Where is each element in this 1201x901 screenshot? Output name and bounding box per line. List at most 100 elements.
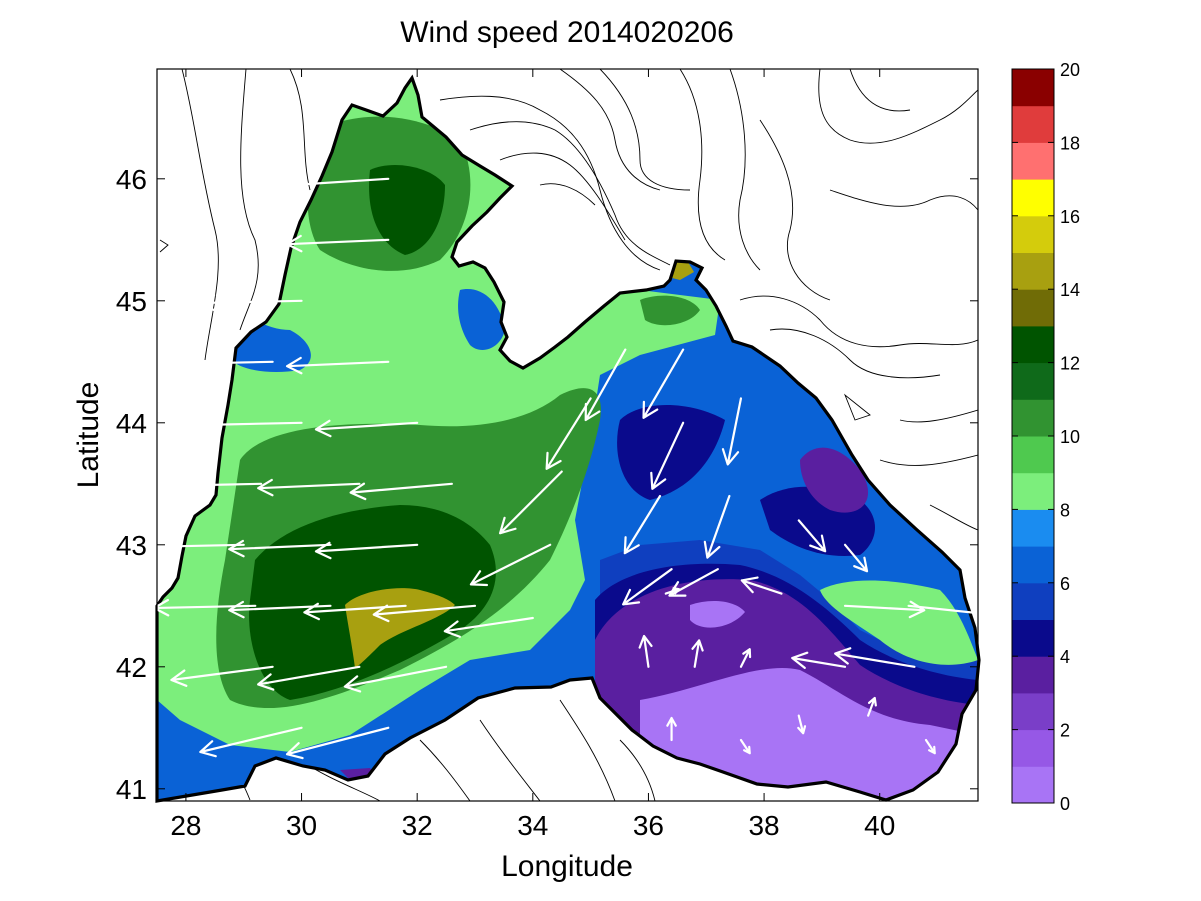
- wind-arrow: [834, 647, 916, 668]
- colorbar-tick-label: 12: [1060, 354, 1080, 374]
- wind-arrow: [199, 726, 303, 758]
- wind-arrow: [343, 665, 448, 693]
- wind-arrow: [469, 543, 552, 587]
- region-purple-northeast: [800, 447, 869, 513]
- region-peak-kerch: [672, 262, 694, 280]
- wind-arrow: [372, 604, 477, 623]
- y-axis-label: Latitude: [72, 382, 105, 489]
- wind-arrow: [170, 354, 274, 373]
- wind-arrow: [499, 470, 563, 535]
- wind-arrow: [157, 538, 245, 556]
- wind-arrow: [721, 397, 743, 466]
- wind-arrow: [867, 696, 877, 717]
- x-tick-label: 34: [517, 810, 548, 841]
- wind-arrow: [797, 714, 807, 735]
- colorbar-band: [1012, 766, 1054, 804]
- wind-arrow: [664, 587, 681, 595]
- y-tick-label: 43: [116, 530, 147, 561]
- colorbar-band: [1012, 729, 1054, 767]
- wind-arrow: [443, 616, 534, 638]
- wind-arrow: [650, 421, 685, 490]
- region-light-green-east: [820, 580, 978, 665]
- wind-arrow: [791, 651, 847, 669]
- wind-arrow: [170, 665, 274, 687]
- wind-arrow: [622, 568, 673, 606]
- wind-arrow: [642, 348, 685, 419]
- colorbar-band: [1012, 509, 1054, 547]
- colorbar-tick-label: 4: [1060, 647, 1070, 667]
- x-tick-label: 40: [864, 810, 895, 841]
- colorbar-band: [1012, 252, 1054, 290]
- colorbar: 0 2 4 6 8 10 12 14 16 18 20: [1011, 60, 1080, 814]
- wind-arrow: [303, 602, 407, 621]
- wind-vector-field: [157, 175, 978, 760]
- wind-arrow: [545, 397, 592, 470]
- wind-arrow: [157, 598, 257, 617]
- colorbar-tick-label: 6: [1060, 574, 1070, 594]
- y-tick-label: 46: [116, 164, 147, 195]
- wind-arrow: [285, 175, 390, 194]
- colorbar-band: [1012, 656, 1054, 694]
- colorbar-tick-label: 14: [1060, 280, 1080, 300]
- region-mid-green-kerch: [640, 295, 700, 326]
- region-dark-green-north: [369, 165, 445, 255]
- plot-frame: [156, 68, 979, 802]
- colorbar-band: [1012, 179, 1054, 217]
- chart-title: Wind speed 2014020206: [400, 16, 734, 49]
- wind-arrow: [199, 415, 303, 434]
- wind-arrow: [739, 648, 752, 668]
- region-lavender: [640, 667, 978, 801]
- colorbar-band: [1012, 399, 1054, 437]
- land-contour-lines: [157, 69, 978, 801]
- colorbar-band: [1012, 289, 1054, 327]
- colorbar-band: [1012, 142, 1054, 180]
- colorbar-band: [1012, 325, 1054, 364]
- wind-arrow: [843, 543, 869, 573]
- y-tick-label: 44: [116, 408, 147, 439]
- wind-arrow: [843, 600, 926, 619]
- wind-arrow: [907, 604, 978, 622]
- y-tick-label: 42: [116, 652, 147, 683]
- wind-arrow: [691, 639, 704, 668]
- x-tick-label: 38: [748, 810, 779, 841]
- colorbar-tick-label: 16: [1060, 207, 1080, 227]
- wind-arrow: [703, 494, 731, 559]
- colorbar-band: [1012, 105, 1054, 143]
- colorbar-tick-label: 18: [1060, 133, 1080, 153]
- wind-arrow: [158, 476, 263, 495]
- wind-arrow: [257, 478, 361, 497]
- colorbar-tick-label: 20: [1060, 60, 1080, 80]
- wind-arrow: [797, 519, 827, 553]
- wind-arrow: [584, 348, 627, 422]
- wind-arrow: [349, 482, 453, 501]
- wind-arrow: [314, 419, 419, 438]
- x-axis-label: Longitude: [501, 850, 633, 883]
- colorbar-band: [1012, 582, 1054, 620]
- colorbar-band: [1012, 692, 1054, 731]
- wind-arrow: [623, 494, 662, 555]
- wind-arrow: [314, 541, 419, 560]
- colorbar-band: [1012, 215, 1054, 253]
- colorbar-tick-label: 10: [1060, 427, 1080, 447]
- colorbar-band: [1012, 546, 1054, 584]
- region-navy-upper: [617, 405, 725, 500]
- colorbar-band: [1012, 362, 1054, 400]
- wind-arrow: [285, 726, 390, 760]
- wind-arrow: [638, 634, 653, 668]
- y-axis: 41 42 43 44 45 46: [116, 164, 978, 805]
- x-tick-label: 32: [402, 810, 433, 841]
- y-tick-label: 45: [116, 286, 147, 317]
- wind-arrow: [924, 738, 936, 755]
- y-tick-label: 41: [116, 774, 147, 805]
- x-tick-label: 28: [170, 810, 201, 841]
- wind-arrow: [285, 356, 390, 375]
- x-axis: 28 30 32 34 36 38 40: [170, 69, 895, 841]
- colorbar-band: [1012, 619, 1054, 657]
- colorbar-tick-label: 2: [1060, 721, 1070, 741]
- colorbar-band: [1012, 472, 1054, 510]
- colorbar-tick-label: 0: [1060, 794, 1070, 814]
- x-tick-label: 30: [286, 810, 317, 841]
- wind-arrow: [199, 293, 303, 312]
- wind-arrow: [257, 665, 361, 691]
- region-lavender-patch: [690, 600, 745, 628]
